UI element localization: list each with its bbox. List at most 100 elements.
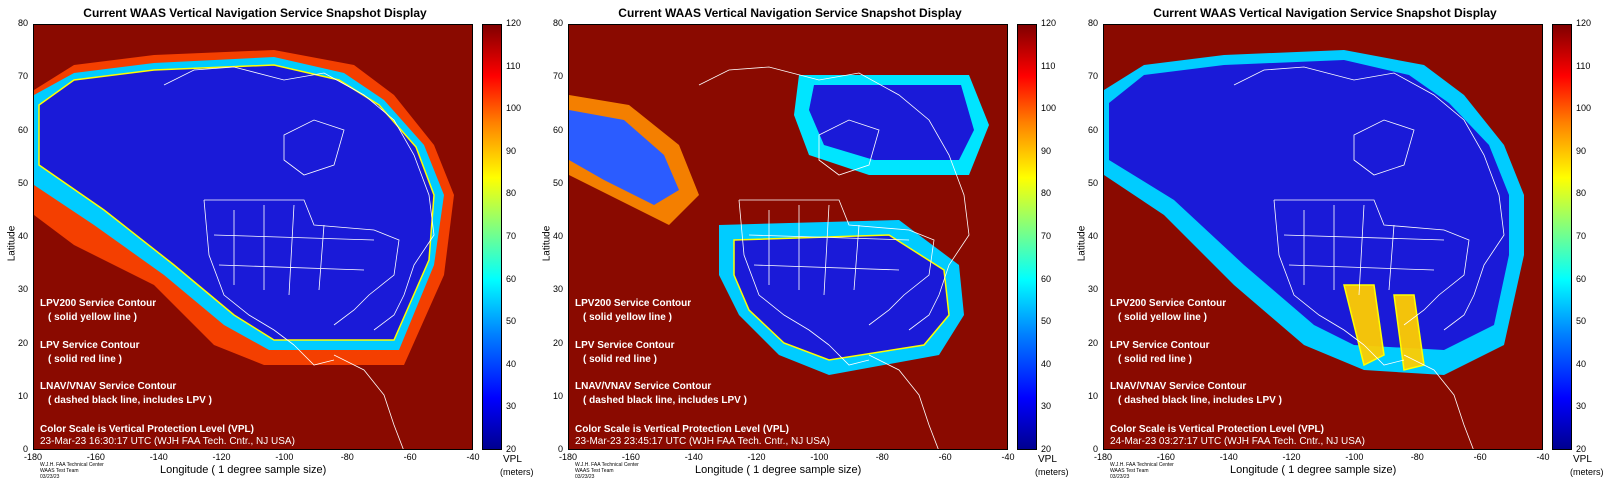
scale-label: Color Scale is Vertical Protection Level… xyxy=(40,424,254,435)
vpl-region xyxy=(809,85,974,160)
timestamp: 24-Mar-23 03:27:17 UTC (WJH FAA Tech. Cn… xyxy=(1110,436,1365,447)
colorbar-tick-label: 40 xyxy=(1041,358,1052,369)
x-tick-label: -180 xyxy=(23,452,42,462)
y-tick-label: 40 xyxy=(17,231,28,241)
x-tick-label: -160 xyxy=(621,452,640,462)
y-tick-label: 30 xyxy=(552,284,563,295)
colorbar-tick-label: 30 xyxy=(506,401,517,412)
vpl-map xyxy=(568,24,1008,450)
y-tick-label: 80 xyxy=(1087,18,1098,28)
colorbar-unit: (meters) xyxy=(500,467,534,477)
x-tick-label: -40 xyxy=(1001,452,1015,462)
panel-title: Current WAAS Vertical Navigation Service… xyxy=(1153,6,1497,20)
lpv-label: LPV Service Contour xyxy=(40,340,140,351)
y-tick-label: 70 xyxy=(552,71,563,82)
x-tick-label: -160 xyxy=(1156,452,1175,462)
colorbar-tick-label: 60 xyxy=(1576,273,1587,284)
colorbar-tick-label: 80 xyxy=(1041,188,1052,199)
lpv200-sub: ( solid yellow line ) xyxy=(1118,312,1207,323)
y-tick-label: 50 xyxy=(552,177,563,188)
vpl-colorbar xyxy=(1017,24,1037,450)
vpl-region xyxy=(1109,60,1509,350)
y-tick-label: 10 xyxy=(1087,390,1098,401)
x-tick-label: -140 xyxy=(1219,452,1238,462)
y-tick-label: 0 xyxy=(22,444,28,454)
lpv-label: LPV Service Contour xyxy=(575,340,675,351)
x-tick-label: -140 xyxy=(149,452,168,462)
colorbar-tick-label: 100 xyxy=(1576,103,1592,114)
y-tick-label: 80 xyxy=(17,18,28,28)
colorbar-tick-label: 40 xyxy=(506,358,517,369)
y-tick-label: 30 xyxy=(1087,284,1098,295)
scale-label: Color Scale is Vertical Protection Level… xyxy=(1110,424,1324,435)
credit-text: W.J.H. FAA Technical Center WAAS Test Te… xyxy=(1110,462,1174,480)
map-svg xyxy=(1104,25,1542,449)
colorbar-tick-label: 50 xyxy=(1041,316,1052,327)
lnav-label: LNAV/VNAV Service Contour xyxy=(40,381,177,392)
lpv200-contour xyxy=(38,64,435,341)
vpl-colorbar xyxy=(482,24,502,450)
colorbar-tick-label: 80 xyxy=(1576,188,1587,199)
x-tick-label: -140 xyxy=(684,452,703,462)
colorbar-tick-label: 20 xyxy=(1576,444,1587,454)
credit-text: W.J.H. FAA Technical Center WAAS Test Te… xyxy=(40,462,104,480)
x-tick-label: -60 xyxy=(403,452,417,462)
panel-title: Current WAAS Vertical Navigation Service… xyxy=(83,6,427,20)
y-tick-label: 50 xyxy=(1087,177,1098,188)
x-tick-label: -100 xyxy=(275,452,294,462)
y-tick-label: 0 xyxy=(557,444,563,454)
x-tick-label: -100 xyxy=(810,452,829,462)
x-tick-label: -180 xyxy=(1093,452,1112,462)
lnav-label: LNAV/VNAV Service Contour xyxy=(575,381,712,392)
y-tick-label: 60 xyxy=(1087,124,1098,135)
colorbar-tick-label: 100 xyxy=(1041,103,1057,114)
credit-text: W.J.H. FAA Technical Center WAAS Test Te… xyxy=(575,462,639,480)
y-tick-label: 0 xyxy=(1092,444,1098,454)
vpl-colorbar xyxy=(1552,24,1572,450)
vpl-region xyxy=(1344,285,1424,370)
y-tick-label: 40 xyxy=(552,231,563,241)
y-axis-label: Latitude xyxy=(541,225,553,262)
lpv200-label: LPV200 Service Contour xyxy=(1110,298,1227,309)
colorbar-tick-label: 30 xyxy=(1041,401,1052,412)
waas-panel-1: Current WAAS Vertical Navigation Service… xyxy=(0,0,535,504)
colorbar-tick-label: 30 xyxy=(1576,401,1587,412)
colorbar-tick-label: 110 xyxy=(1576,60,1591,71)
timestamp: 23-Mar-23 16:30:17 UTC (WJH FAA Tech. Cn… xyxy=(40,436,295,447)
vpl-map xyxy=(1103,24,1543,450)
scale-label: Color Scale is Vertical Protection Level… xyxy=(575,424,789,435)
y-tick-label: 50 xyxy=(17,177,28,188)
x-tick-label: -60 xyxy=(1473,452,1487,462)
vpl-region xyxy=(569,110,679,205)
colorbar-tick-label: 70 xyxy=(1576,231,1587,241)
x-tick-label: -120 xyxy=(212,452,231,462)
coastlines xyxy=(698,66,970,449)
colorbar-label: VPL xyxy=(503,454,522,465)
vpl-map xyxy=(33,24,473,450)
lpv200-label: LPV200 Service Contour xyxy=(575,298,692,309)
lpv200-contour xyxy=(733,234,950,361)
y-tick-label: 10 xyxy=(552,390,563,401)
colorbar-tick-label: 60 xyxy=(506,273,517,284)
y-axis-label: Latitude xyxy=(6,225,18,262)
timestamp: 23-Mar-23 23:45:17 UTC (WJH FAA Tech. Cn… xyxy=(575,436,830,447)
colorbar-tick-label: 70 xyxy=(506,231,517,241)
waas-panel-3: Current WAAS Vertical Navigation Service… xyxy=(1070,0,1605,504)
lpv-sub: ( solid red line ) xyxy=(48,354,122,365)
y-tick-label: 20 xyxy=(1087,337,1098,348)
map-svg xyxy=(569,25,1007,449)
waas-panel-2: Current WAAS Vertical Navigation Service… xyxy=(535,0,1070,504)
x-tick-label: -100 xyxy=(1345,452,1364,462)
lpv-label: LPV Service Contour xyxy=(1110,340,1210,351)
y-tick-label: 30 xyxy=(17,284,28,295)
x-tick-label: -120 xyxy=(747,452,766,462)
y-tick-label: 10 xyxy=(17,390,28,401)
colorbar-unit: (meters) xyxy=(1570,467,1604,477)
lnav-label: LNAV/VNAV Service Contour xyxy=(1110,381,1247,392)
y-tick-label: 40 xyxy=(1087,231,1098,241)
colorbar-tick-label: 90 xyxy=(1576,145,1587,156)
x-tick-label: -80 xyxy=(340,452,354,462)
coastlines xyxy=(163,66,435,449)
lpv-sub: ( solid red line ) xyxy=(583,354,657,365)
x-tick-label: -60 xyxy=(938,452,952,462)
